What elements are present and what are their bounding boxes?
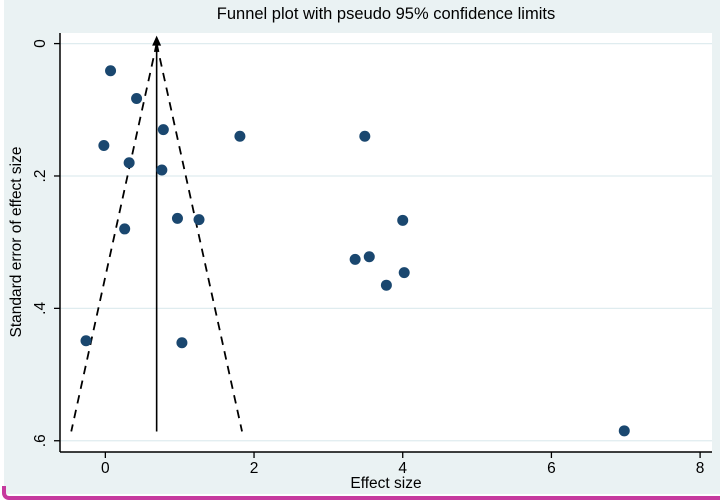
data-point (363, 251, 375, 263)
data-point (176, 337, 188, 349)
data-point (80, 335, 92, 347)
pooled-effect-arrowhead (152, 35, 162, 46)
data-point (397, 214, 409, 226)
y-axis-label: Standard error of effect size (8, 146, 25, 338)
data-point (359, 130, 371, 142)
x-tick-label: 8 (696, 460, 705, 477)
data-point (193, 214, 205, 226)
data-point (349, 253, 361, 265)
data-point (131, 93, 143, 105)
x-tick-label: 4 (398, 460, 407, 477)
data-point (234, 130, 246, 142)
x-tick-label: 6 (547, 460, 556, 477)
x-axis-label: Effect size (350, 475, 422, 492)
funnel-ci-line-right (155, 43, 243, 432)
bottom-accent-border (2, 486, 720, 500)
data-point (157, 124, 169, 136)
chart-title: Funnel plot with pseudo 95% confidence l… (216, 5, 556, 23)
data-point (618, 425, 630, 437)
data-point (105, 65, 117, 77)
y-tick-label: .6 (32, 434, 49, 447)
x-tick-label: 2 (250, 460, 259, 477)
plot-background (60, 33, 712, 452)
data-point (156, 164, 168, 176)
y-tick-label: 0 (32, 39, 49, 48)
funnel-ci-line-left (70, 43, 158, 432)
data-point (123, 157, 135, 169)
data-point (171, 212, 183, 224)
data-point (98, 140, 110, 152)
y-tick-label: .4 (32, 302, 49, 315)
data-point (380, 279, 392, 291)
y-tick-label: .2 (32, 170, 49, 183)
x-tick-label: 0 (101, 460, 110, 477)
data-point (398, 267, 410, 279)
data-point (119, 223, 131, 235)
